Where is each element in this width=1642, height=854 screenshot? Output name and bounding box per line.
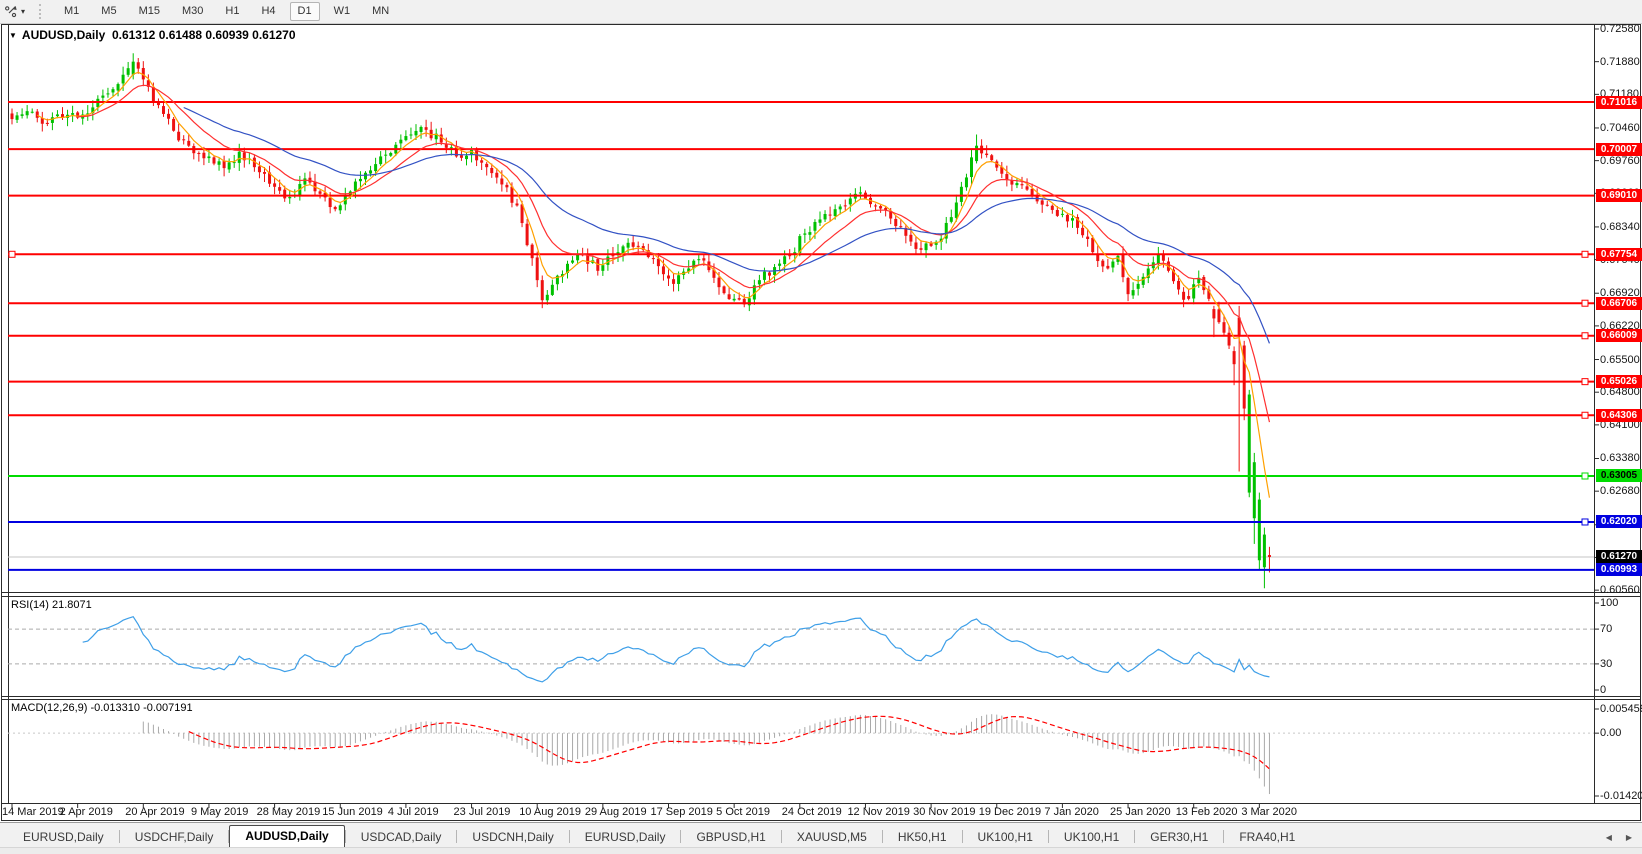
- chart-tab-eurusd-daily[interactable]: EURUSD,Daily: [584, 830, 666, 844]
- chart-tab-usdcad-daily[interactable]: USDCAD,Daily: [360, 830, 442, 844]
- macd-indicator-label: MACD(12,26,9) -0.013310 -0.007191: [11, 702, 193, 714]
- ohlc-low: 0.60939: [205, 28, 249, 42]
- timeframe-button-mn[interactable]: MN: [372, 5, 390, 17]
- timeframe-button-m1[interactable]: M1: [64, 5, 80, 17]
- tab-separator: [961, 830, 963, 843]
- toolbar-grip[interactable]: [39, 4, 44, 19]
- timeframe-button-d1[interactable]: D1: [289, 2, 320, 21]
- rsi-indicator-label: RSI(14) 21.8071: [11, 599, 92, 611]
- tab-separator: [228, 830, 230, 843]
- tab-separator: [1134, 830, 1136, 843]
- timeframe-toolbar: ▾ M1 M5 M15 M30 H1 H4 D1 W1 MN: [0, 0, 1642, 24]
- timeframe-button-m30[interactable]: M30: [181, 5, 204, 17]
- ohlc-close: 0.61270: [252, 28, 296, 42]
- tab-separator: [881, 830, 883, 843]
- chart-tab-eurusd-daily[interactable]: EURUSD,Daily: [23, 830, 104, 844]
- chart-tabs-bar: EURUSD,Daily USDCHF,Daily AUDUSD,Daily USDC…: [0, 822, 1642, 848]
- chart-tab-usdchf-daily[interactable]: USDCHF,Daily: [134, 830, 214, 844]
- chart-tab-xauusd-m5[interactable]: XAUUSD,M5: [796, 830, 867, 844]
- chart-tool-icon[interactable]: [4, 5, 18, 19]
- chart-collapse-icon[interactable]: ▼: [9, 31, 17, 40]
- chart-tab-usdcnh-daily[interactable]: USDCNH,Daily: [472, 830, 554, 844]
- tab-separator: [1047, 830, 1049, 843]
- tab-separator: [780, 830, 782, 843]
- tab-separator: [1223, 830, 1225, 843]
- chart-tab-audusd-daily[interactable]: AUDUSD,Daily: [229, 825, 345, 848]
- tab-separator: [456, 830, 458, 843]
- chart-tab-ger30-h1[interactable]: GER30,H1: [1150, 830, 1209, 844]
- timeframe-button-h4[interactable]: H4: [261, 5, 276, 17]
- tab-separator: [344, 830, 346, 843]
- ohlc-open: 0.61312: [111, 28, 156, 42]
- chart-symbol-period: AUDUSD,Daily: [21, 28, 106, 42]
- tab-separator: [118, 830, 120, 843]
- ohlc-high: 0.61488: [158, 28, 203, 42]
- tab-separator: [680, 830, 682, 843]
- chart-tab-gbpusd-h1[interactable]: GBPUSD,H1: [696, 830, 766, 844]
- tab-separator: [568, 830, 570, 843]
- timeframe-button-m15[interactable]: M15: [138, 5, 160, 17]
- timeframe-button-w1[interactable]: W1: [333, 5, 351, 17]
- chart-title: ▼ AUDUSD,Daily 0.61312 0.61488 0.60939 0.…: [9, 28, 296, 42]
- timeframe-button-m5[interactable]: M5: [101, 5, 117, 17]
- timeframe-button-h1[interactable]: H1: [225, 5, 240, 17]
- status-strip: [0, 847, 1642, 854]
- chevron-down-icon[interactable]: ▾: [21, 7, 26, 16]
- chart-tab-uk100-h1[interactable]: UK100,H1: [1063, 830, 1120, 844]
- chart-window[interactable]: [1, 24, 1641, 821]
- chart-tab-uk100-h1[interactable]: UK100,H1: [977, 830, 1033, 844]
- chart-tab-fra40-h1[interactable]: FRA40,H1: [1239, 830, 1296, 844]
- chart-tab-hk50-h1[interactable]: HK50,H1: [897, 830, 947, 844]
- tabs-scroll-left-icon[interactable]: ◀: [1605, 833, 1612, 842]
- tabs-scroll-right-icon[interactable]: ▶: [1625, 833, 1632, 842]
